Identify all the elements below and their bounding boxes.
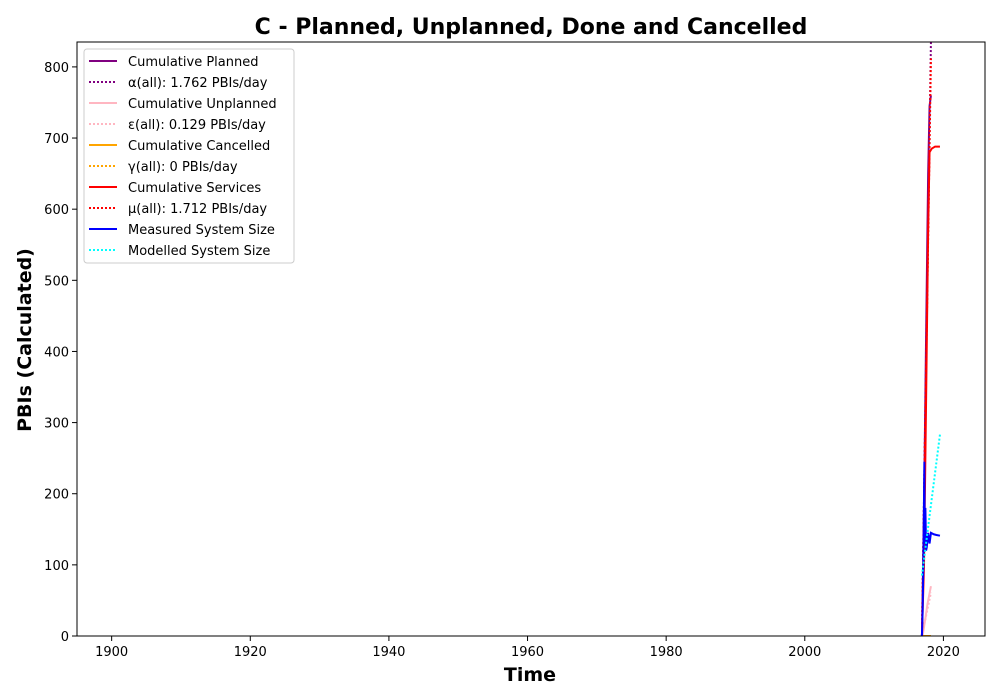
x-tick-label: 1980 xyxy=(650,645,683,660)
legend-box xyxy=(83,48,295,264)
legend-entry-label: Cumulative Unplanned xyxy=(128,97,277,112)
legend-entry-label: μ(all): 1.712 PBIs/day xyxy=(128,202,267,217)
x-tick-label: 1940 xyxy=(372,645,405,660)
x-tick-label: 1960 xyxy=(511,645,544,660)
legend-entry-label: Cumulative Cancelled xyxy=(128,139,270,154)
y-tick-label: 800 xyxy=(44,61,69,76)
series-line-measured-system-size xyxy=(920,461,941,636)
y-tick-label: 300 xyxy=(44,417,69,432)
plot-area-frame xyxy=(76,41,986,637)
y-tick-label: 200 xyxy=(44,488,69,503)
y-tick-label: 100 xyxy=(44,559,69,574)
x-tick-label: 1920 xyxy=(234,645,267,660)
axis-ticks: 1900 1920 1940 1960 1980 2000 2020 0 100 200 300 40… xyxy=(44,61,960,660)
x-tick-label: 2000 xyxy=(788,645,821,660)
legend-entry-label: Cumulative Planned xyxy=(128,55,258,70)
y-tick-label: 600 xyxy=(44,203,69,218)
y-axis-label: PBIs (Calculated) xyxy=(14,248,36,432)
legend-entry-label: ε(all): 0.129 PBIs/day xyxy=(128,118,266,133)
y-tick-label: 400 xyxy=(44,345,69,360)
legend-entry-label: Measured System Size xyxy=(128,223,275,238)
plot-series xyxy=(920,42,941,636)
x-tick-label: 2020 xyxy=(927,645,960,660)
y-tick-label: 0 xyxy=(61,630,69,645)
x-tick-label: 1900 xyxy=(95,645,128,660)
y-tick-label: 500 xyxy=(44,274,69,289)
legend-entry-label: Modelled System Size xyxy=(128,244,270,259)
y-tick-label: 700 xyxy=(44,132,69,147)
legend-entry-label: Cumulative Services xyxy=(128,181,261,196)
series-line-all-0-129-pbis-day xyxy=(920,592,932,636)
x-axis-label: Time xyxy=(504,664,556,686)
legend: Cumulative Planned α(all): 1.762 PBIs/day… xyxy=(83,48,295,264)
legend-entry-label: α(all): 1.762 PBIs/day xyxy=(128,76,268,91)
chart-title: C - Planned, Unplanned, Done and Cancell… xyxy=(255,15,808,40)
legend-entry-label: γ(all): 0 PBIs/day xyxy=(128,160,238,175)
